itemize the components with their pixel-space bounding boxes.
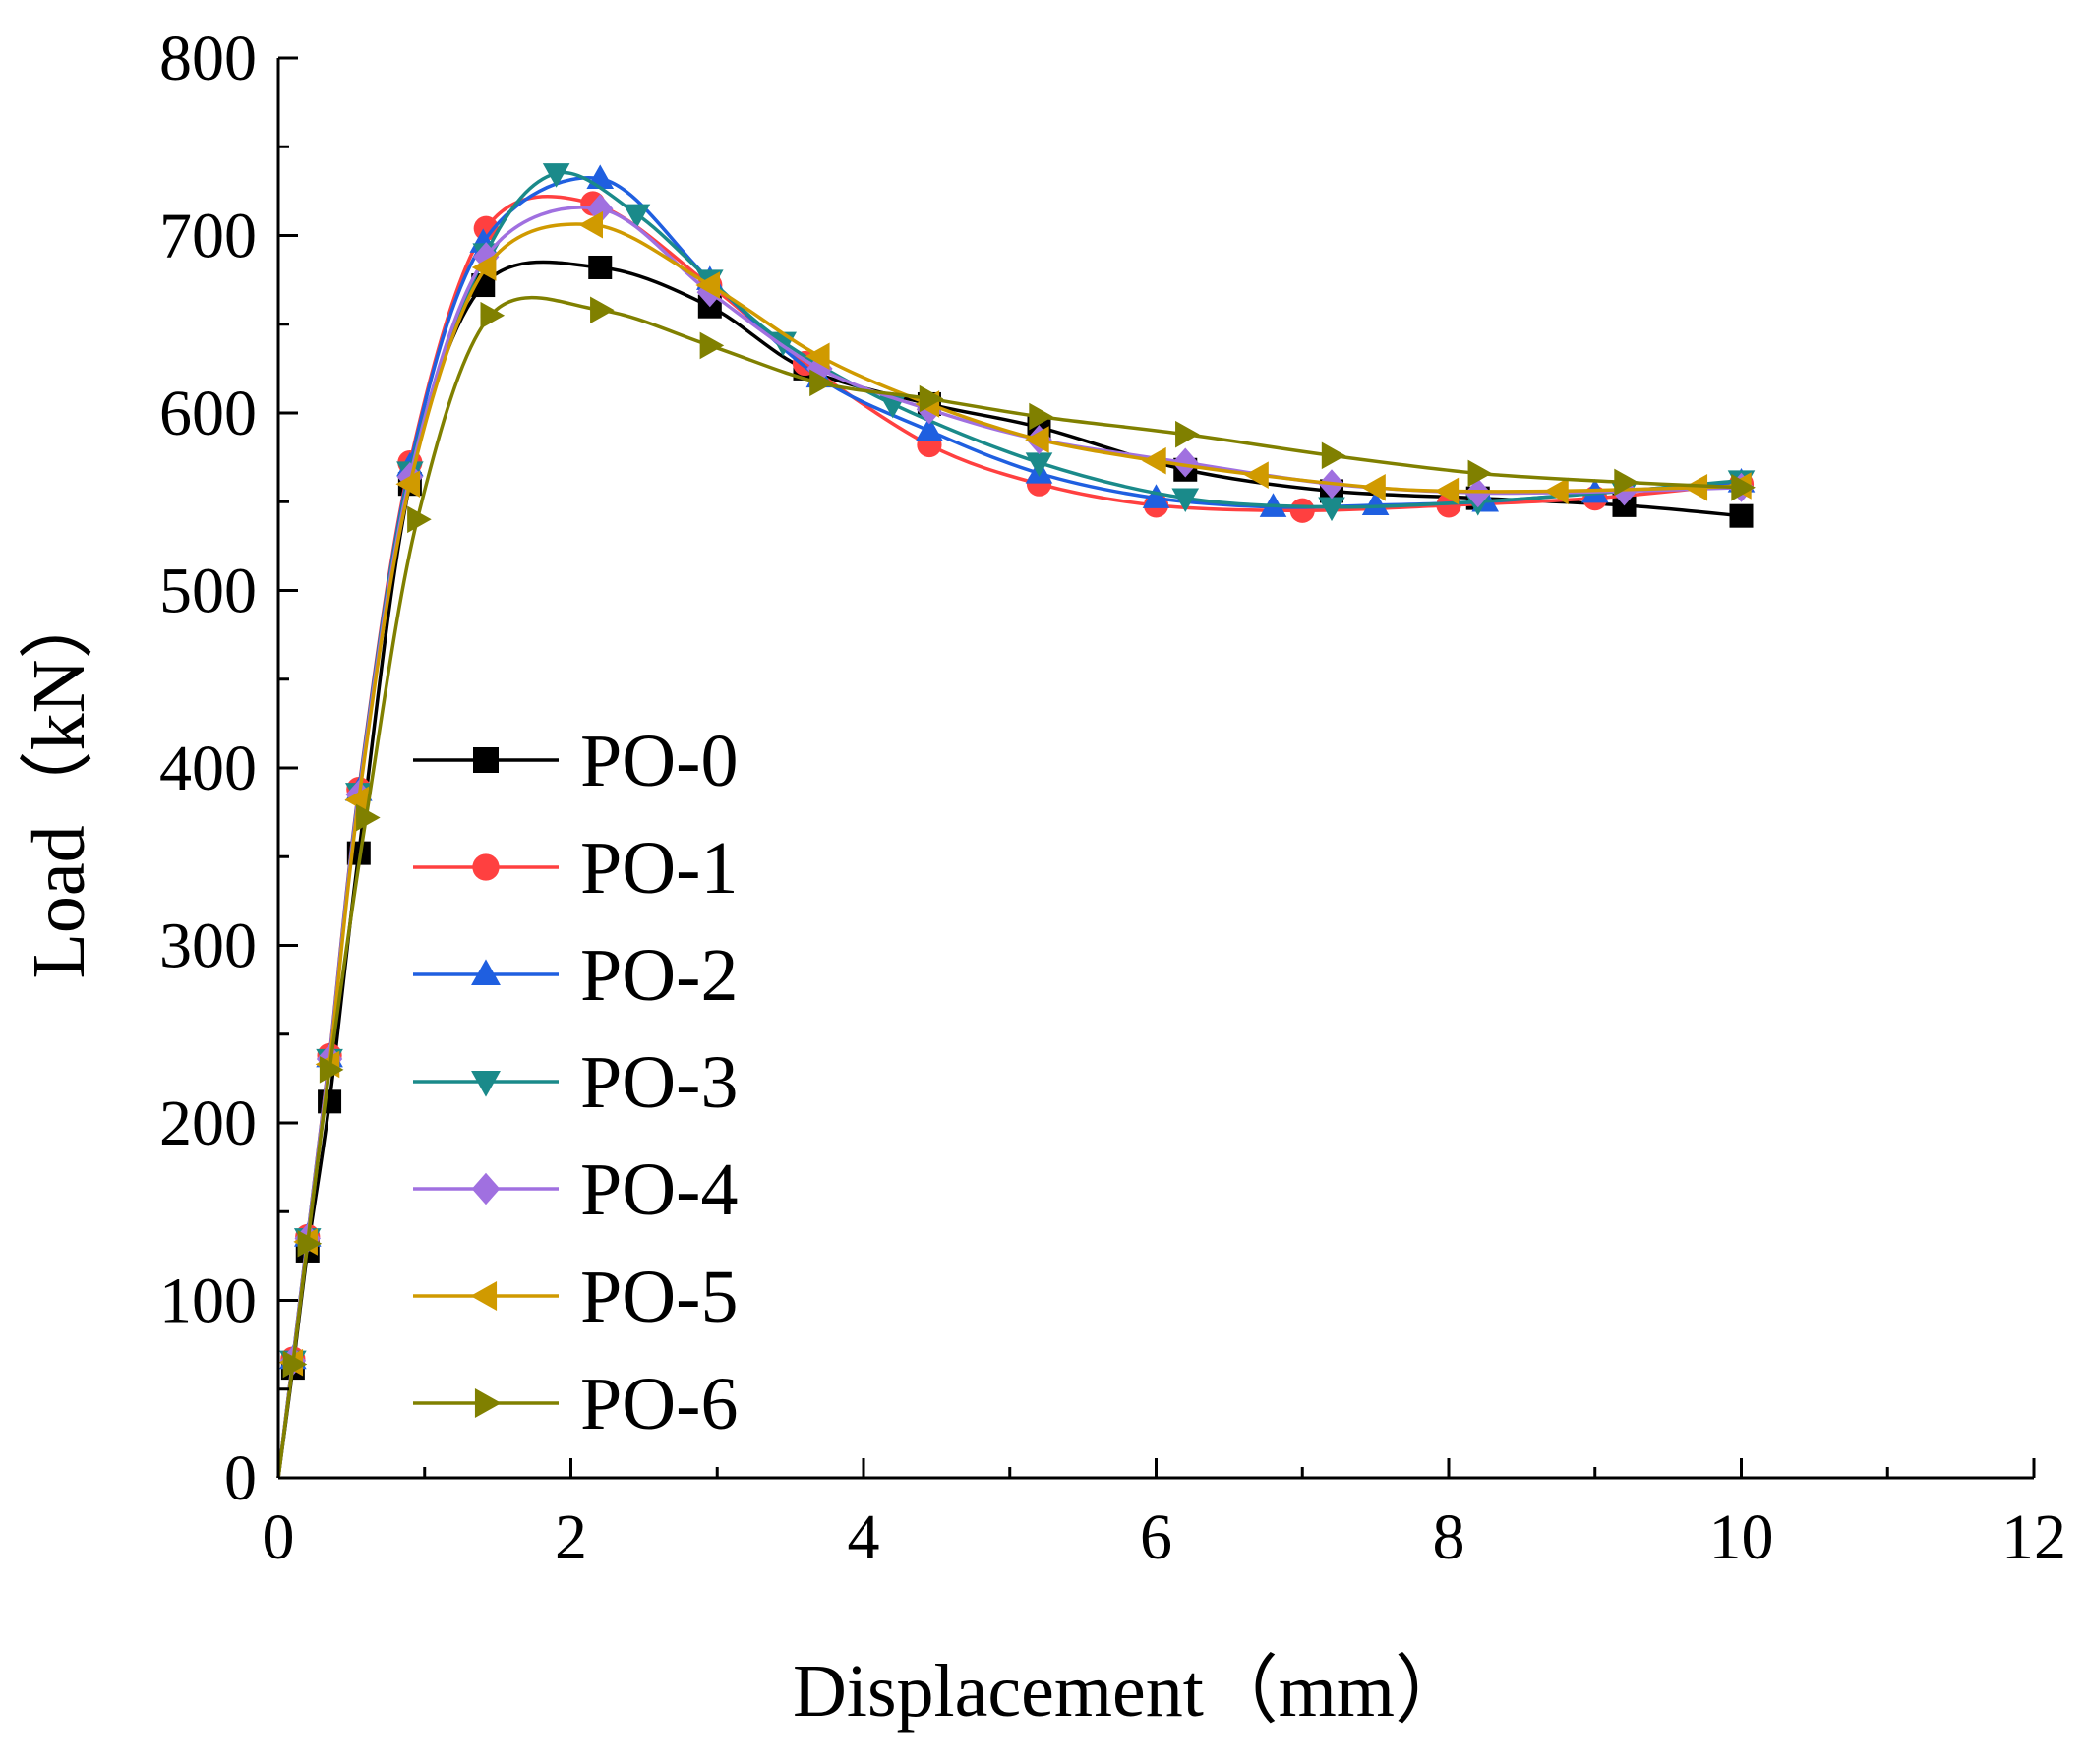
data-point-PO-6 xyxy=(1029,402,1053,431)
y-tick-label: 200 xyxy=(159,1088,257,1159)
data-point-PO-6 xyxy=(480,301,506,329)
x-tick-label: 10 xyxy=(1709,1501,1774,1573)
data-point-PO-6 xyxy=(590,296,615,324)
data-point-PO-4 xyxy=(587,194,614,224)
x-tick-label: 8 xyxy=(1433,1501,1465,1573)
legend: PO-0 PO-1 PO-2 PO-3 PO-4 PO-5 PO-6 xyxy=(413,720,738,1445)
data-point-PO-5 xyxy=(1361,474,1386,501)
data-point-PO-6 xyxy=(1467,459,1493,488)
y-tick-label: 0 xyxy=(224,1442,257,1514)
x-tick-label: 0 xyxy=(263,1501,295,1573)
data-point-PO-3 xyxy=(623,204,651,229)
data-point-PO-6 xyxy=(1321,441,1346,470)
data-point-PO-6 xyxy=(356,803,381,832)
data-point-PO-0 xyxy=(588,255,613,279)
data-point-PO-6 xyxy=(1175,420,1200,448)
data-point-PO-5 xyxy=(695,271,721,299)
y-tick-label: 300 xyxy=(159,911,257,982)
legend-label: PO-3 xyxy=(580,1041,738,1124)
data-point-PO-3 xyxy=(1171,488,1200,513)
data-point-PO-3 xyxy=(542,163,570,188)
legend-item-PO-2: PO-2 xyxy=(413,934,738,1017)
data-point-PO-6 xyxy=(699,331,725,360)
data-point-PO-5 xyxy=(1683,474,1708,501)
legend-item-PO-3: PO-3 xyxy=(413,1041,738,1124)
legend-label: PO-1 xyxy=(580,827,738,910)
data-point-PO-5 xyxy=(1142,446,1166,475)
x-ticks: 0 2 4 6 8 10 12 xyxy=(263,1458,2066,1573)
data-point-PO-5 xyxy=(344,786,370,814)
data-point-PO-2 xyxy=(1361,491,1390,516)
data-point-PO-5 xyxy=(578,210,604,239)
data-point-PO-6 xyxy=(919,384,944,413)
legend-marker xyxy=(474,1388,502,1418)
axes xyxy=(276,58,2034,1480)
data-point-PO-5 xyxy=(1244,461,1269,489)
data-point-PO-5 xyxy=(395,470,421,498)
y-ticks: 0 100 200 300 400 500 600 700 800 xyxy=(159,23,298,1514)
data-point-PO-6 xyxy=(1614,468,1639,497)
legend-item-PO-6: PO-6 xyxy=(413,1363,738,1445)
legend-item-PO-1: PO-1 xyxy=(413,827,738,910)
series-PO-6 xyxy=(276,295,1756,1479)
data-point-PO-3 xyxy=(1318,497,1345,522)
series-line-PO-4 xyxy=(276,206,1742,1479)
y-tick-label: 500 xyxy=(159,556,257,627)
legend-label: PO-5 xyxy=(580,1256,738,1338)
legend-marker xyxy=(472,853,500,881)
legend-item-PO-4: PO-4 xyxy=(413,1148,738,1231)
y-tick-label: 800 xyxy=(159,23,257,94)
legend-item-PO-0: PO-0 xyxy=(413,720,738,802)
data-point-PO-5 xyxy=(1025,426,1049,453)
data-point-PO-6 xyxy=(1731,474,1756,501)
x-tick-label: 2 xyxy=(555,1501,587,1573)
series-PO-2 xyxy=(276,164,1756,1479)
legend-item-PO-5: PO-5 xyxy=(413,1256,738,1338)
series-line-PO-6 xyxy=(276,295,1742,1479)
legend-label: PO-0 xyxy=(580,720,738,802)
series-PO-3 xyxy=(276,163,1756,1479)
data-point-PO-3 xyxy=(1025,452,1053,477)
data-point-PO-6 xyxy=(319,1056,344,1084)
data-point-PO-2 xyxy=(916,416,943,441)
data-point-PO-0 xyxy=(1729,503,1754,528)
data-point-PO-2 xyxy=(1142,484,1170,508)
data-point-PO-6 xyxy=(809,369,834,397)
x-tick-label: 4 xyxy=(848,1501,880,1573)
series-PO-1 xyxy=(276,191,1755,1479)
legend-label: PO-6 xyxy=(580,1363,738,1445)
series-line-PO-2 xyxy=(276,176,1742,1479)
legend-label: PO-4 xyxy=(580,1148,738,1231)
legend-marker xyxy=(471,959,501,986)
x-tick-label: 6 xyxy=(1140,1501,1172,1573)
series-PO-4 xyxy=(276,194,1755,1479)
legend-marker xyxy=(471,1070,501,1097)
series-line-PO-1 xyxy=(276,195,1742,1479)
y-tick-label: 100 xyxy=(159,1265,257,1337)
x-tick-label: 12 xyxy=(2001,1501,2066,1573)
legend-marker xyxy=(470,1281,498,1311)
series-layer xyxy=(276,163,1756,1479)
y-tick-label: 600 xyxy=(159,378,257,449)
legend-marker xyxy=(471,1172,501,1205)
legend-label: PO-2 xyxy=(580,934,738,1017)
y-tick-label: 700 xyxy=(159,201,257,272)
series-line-PO-3 xyxy=(276,170,1742,1479)
data-point-PO-5 xyxy=(471,254,497,281)
data-point-PO-4 xyxy=(1172,447,1199,478)
data-point-PO-5 xyxy=(1434,477,1460,505)
data-point-PO-6 xyxy=(297,1229,323,1258)
y-axis-label: Load（kN） xyxy=(18,584,100,978)
data-point-PO-1 xyxy=(1289,498,1315,523)
data-point-PO-6 xyxy=(282,1350,308,1379)
legend-marker xyxy=(473,747,499,773)
data-point-PO-6 xyxy=(407,505,432,534)
data-point-PO-5 xyxy=(805,342,830,371)
y-tick-label: 400 xyxy=(159,733,257,804)
x-axis-label: Displacement（mm） xyxy=(793,1650,1469,1733)
series-PO-5 xyxy=(276,210,1752,1479)
data-point-PO-5 xyxy=(1544,477,1569,505)
